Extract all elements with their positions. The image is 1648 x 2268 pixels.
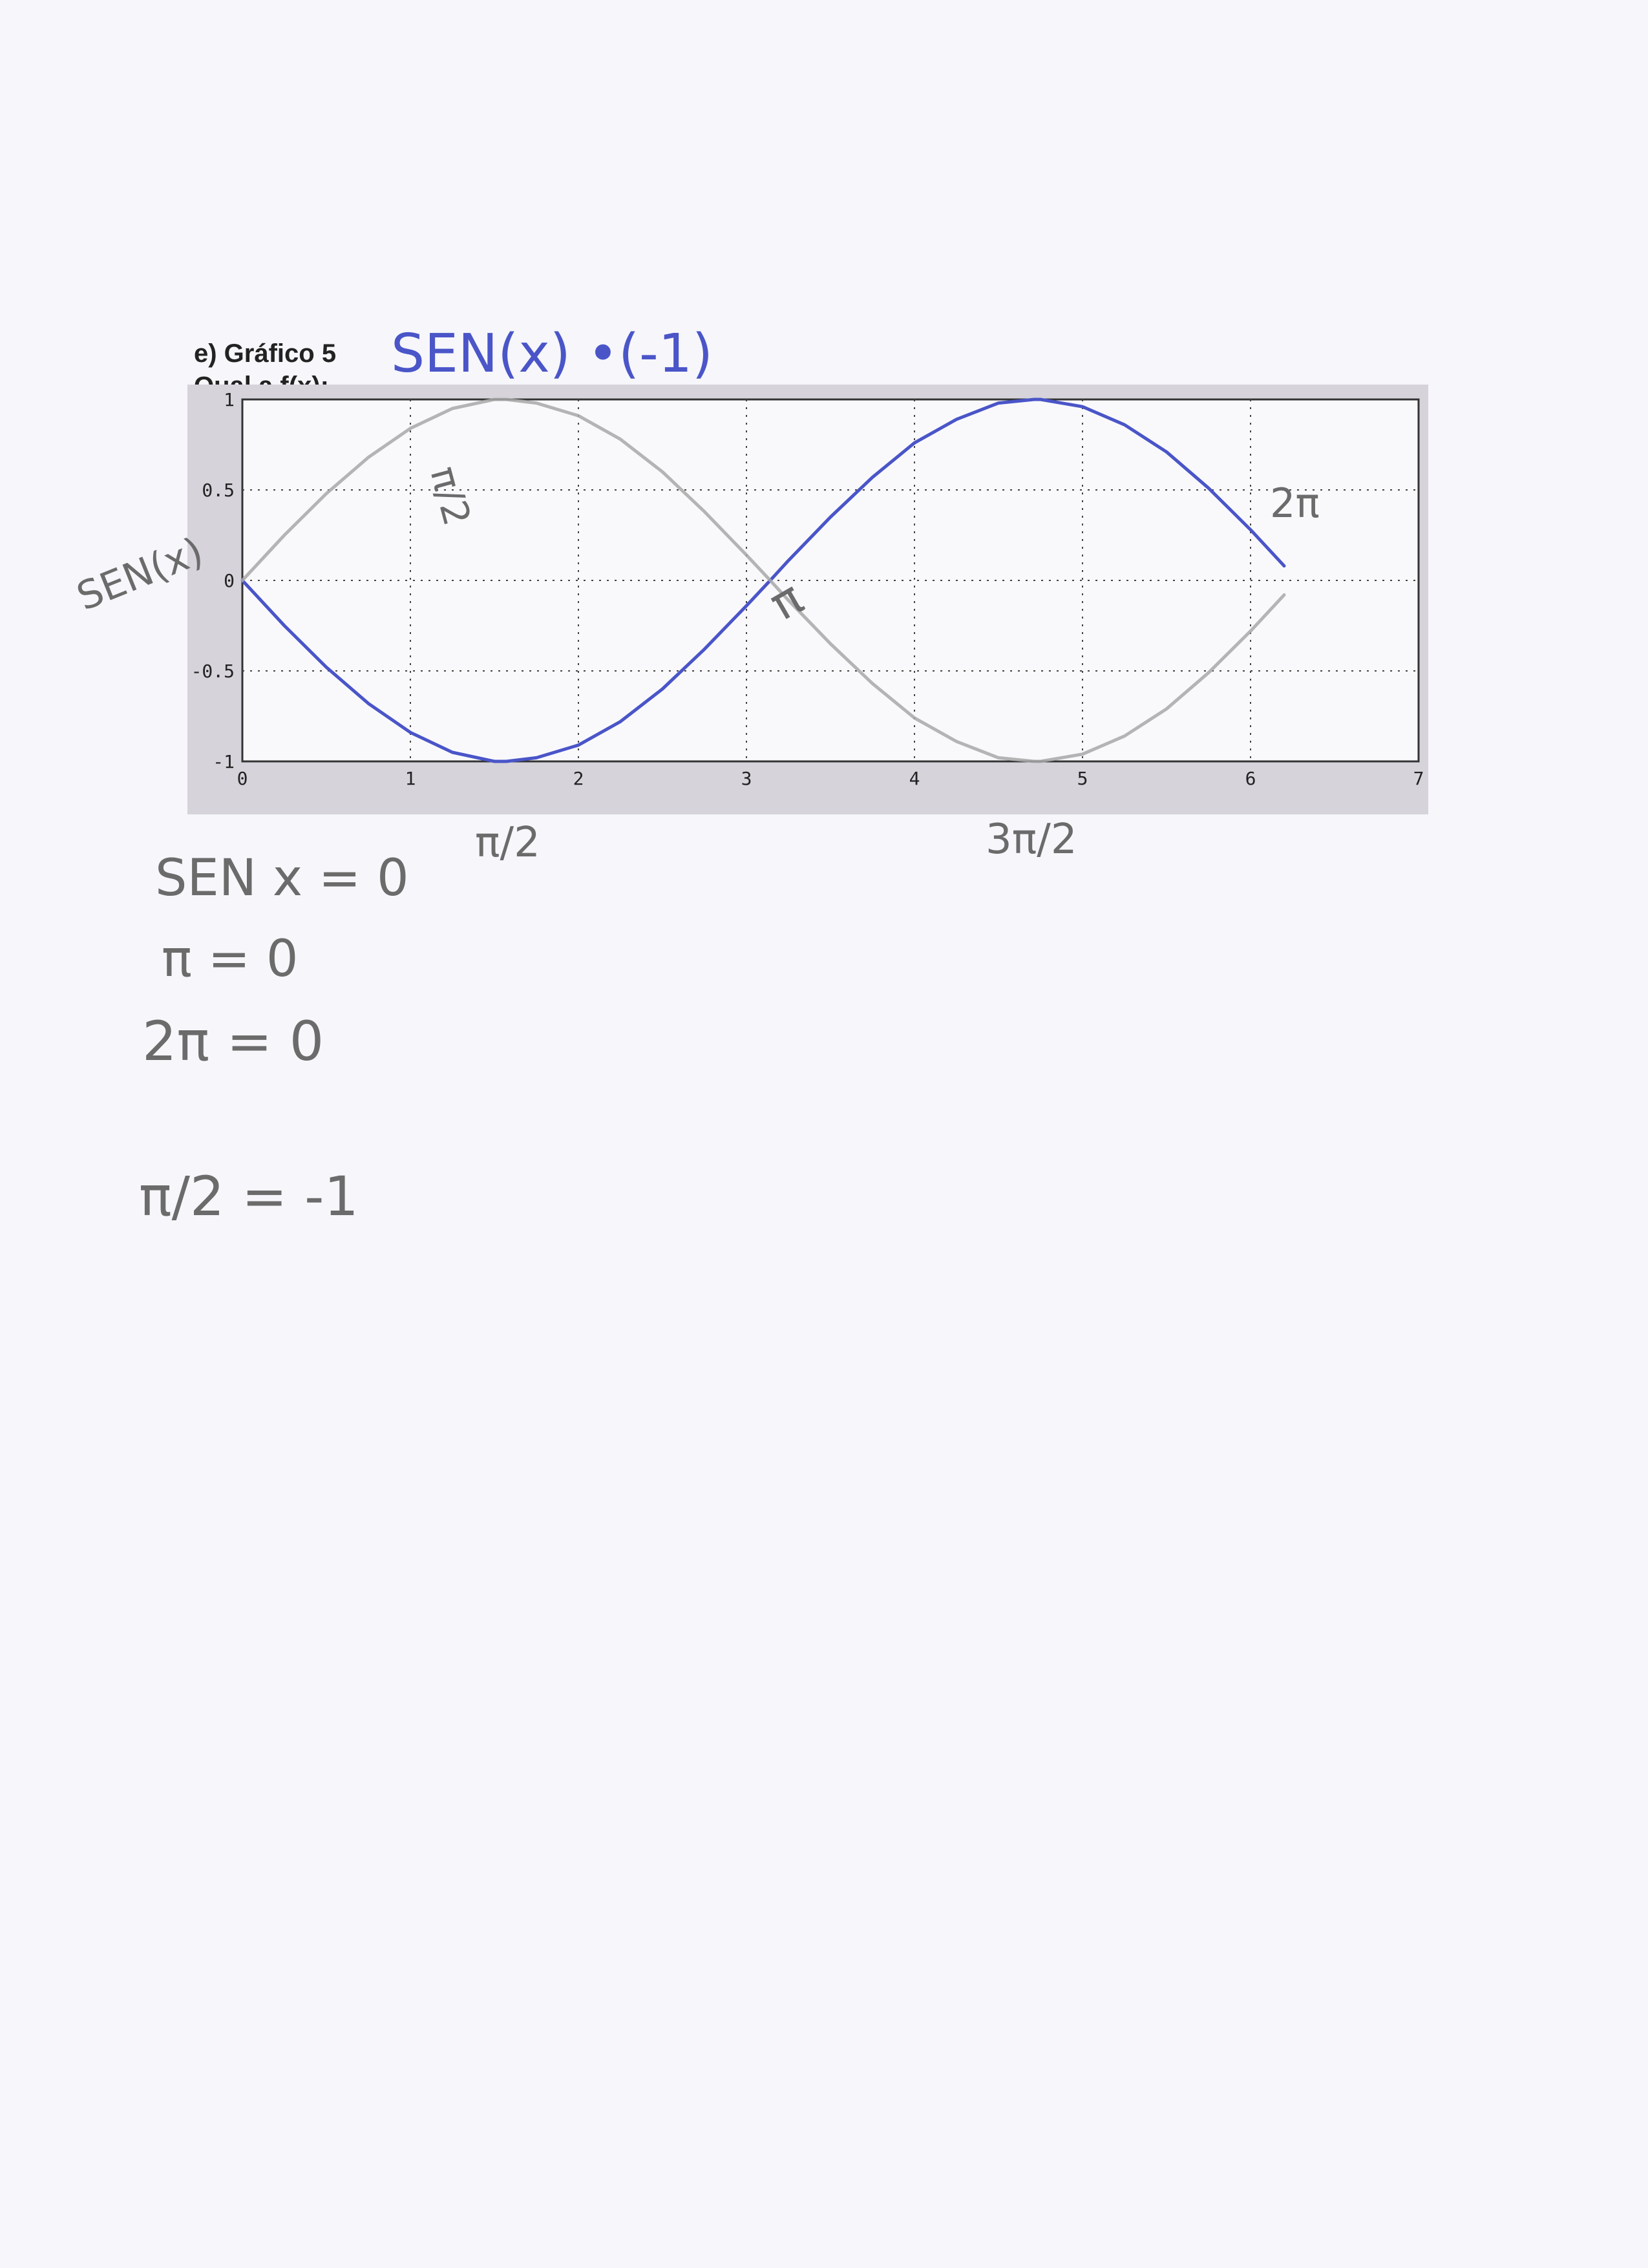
y-tick-label: 0: [224, 570, 235, 591]
chart-plot-area: [241, 398, 1420, 763]
chart-ticks: 0 1 2 3 4 5 6 7 1 0.5 0 -0.5 -1: [191, 389, 1424, 789]
x-tick-label: 6: [1245, 768, 1256, 789]
x-tick-label: 3: [741, 768, 752, 789]
chart-series: [240, 397, 1286, 763]
x-tick-label: 0: [237, 768, 248, 789]
note-line-2: π = 0: [162, 930, 299, 988]
series-line-gray: [240, 397, 1286, 763]
x-tick-label: 2: [573, 768, 584, 789]
x-tick-label: 4: [909, 768, 920, 789]
annotation-two-pi: 2π: [1270, 480, 1320, 527]
y-tick-label: 0.5: [202, 480, 235, 501]
exercise-label: e) Gráfico 5: [194, 339, 336, 368]
note-line-1: SEN x = 0: [155, 849, 409, 907]
annotation-three-pi-over-2: 3π/2: [986, 816, 1077, 864]
handwritten-answer: SEN(x) •(-1): [391, 323, 713, 385]
y-tick-label: -0.5: [191, 661, 235, 682]
note-line-3: 2π = 0: [142, 1010, 324, 1073]
x-tick-label: 7: [1413, 768, 1424, 789]
x-tick-label: 1: [405, 768, 416, 789]
note-line-4: π/2 = -1: [139, 1165, 359, 1228]
y-tick-label: -1: [213, 751, 235, 772]
x-tick-label: 5: [1077, 768, 1088, 789]
y-tick-label: 1: [224, 389, 235, 410]
annotation-pi-over-2-bottom: π/2: [475, 819, 540, 867]
